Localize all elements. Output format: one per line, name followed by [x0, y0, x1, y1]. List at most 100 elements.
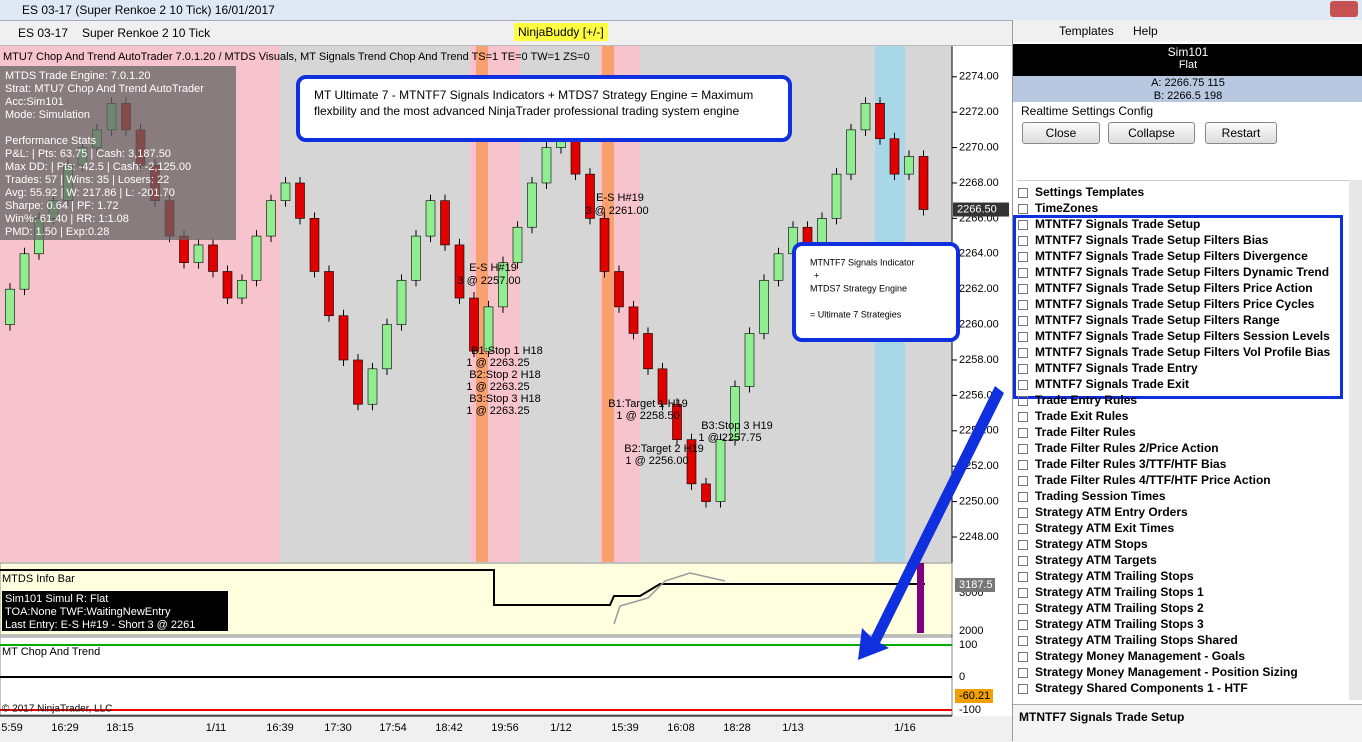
trade-label: E-S H#19: [596, 192, 644, 204]
tree-item[interactable]: MTNTF7 Signals Trade Setup Filters Range: [1035, 313, 1280, 327]
chart: MTU7 Chop And Trend AutoTrader 7.0.1.20 …: [0, 46, 1012, 734]
renko-brick: [541, 147, 552, 184]
callout-side: [792, 242, 960, 342]
button[interactable]: Restart: [1205, 122, 1277, 144]
renko-brick: [759, 280, 769, 334]
time-label: 18:28: [723, 722, 751, 734]
property-toolbar: [1017, 158, 1359, 181]
tree-item[interactable]: MTNTF7 Signals Trade Setup Filters Price…: [1035, 281, 1313, 295]
expander: [1018, 428, 1028, 438]
tree-item[interactable]: MTNTF7 Signals Trade Setup Filters Sessi…: [1035, 329, 1330, 343]
menu-item[interactable]: Help: [1133, 24, 1158, 38]
expander: [1018, 396, 1028, 406]
tree-item[interactable]: Strategy ATM Exit Times: [1035, 521, 1175, 535]
stats-line: PMD: 1.50 | Exp:0.28: [5, 226, 109, 238]
expander: [1018, 188, 1028, 198]
tree-item[interactable]: MTNTF7 Signals Trade Setup Filters Vol P…: [1035, 345, 1331, 359]
expander: [1018, 252, 1028, 262]
tree-item[interactable]: Trade Exit Rules: [1035, 409, 1129, 423]
expander: [1018, 332, 1028, 342]
tree-item[interactable]: Strategy ATM Trailing Stops Shared: [1035, 633, 1238, 647]
footer-bar: [1013, 704, 1362, 742]
renko-brick: [425, 200, 436, 237]
tree-item[interactable]: Strategy ATM Stops: [1035, 537, 1148, 551]
expander: [1018, 636, 1028, 646]
expander: [1018, 588, 1028, 598]
expander: [1018, 668, 1028, 678]
bid: B: 2266.5 198: [1153, 90, 1223, 102]
signal-band: [476, 46, 488, 562]
menu-item[interactable]: Templates: [1059, 24, 1114, 38]
renko-brick: [454, 244, 465, 299]
account-header: [1013, 44, 1362, 76]
equity-line-alt: [613, 572, 726, 625]
tree-item[interactable]: Trade Filter Rules 4/TTF/HTF Price Actio…: [1035, 473, 1271, 487]
stats-line: Performance Stats: [5, 135, 97, 147]
tree-item[interactable]: MTNTF7 Signals Trade Entry: [1035, 361, 1198, 375]
account-name: Sim101: [1167, 45, 1209, 59]
renko-brick: [875, 103, 885, 140]
last-price-box: [953, 202, 1009, 217]
equity-bar: [917, 563, 924, 633]
tree-item[interactable]: Strategy Money Management - Position Siz…: [1035, 665, 1298, 679]
expander: [1018, 460, 1028, 470]
time-label: 18:42: [435, 722, 463, 734]
expander: [1018, 604, 1028, 614]
instrument-select[interactable]: ES 03-17: [18, 26, 69, 40]
tree-item[interactable]: MTNTF7 Signals Trade Setup Filters Bias: [1035, 233, 1269, 247]
tree-item[interactable]: Strategy Money Management - Goals: [1035, 649, 1246, 663]
tree-item[interactable]: Trade Filter Rules: [1035, 425, 1136, 439]
tree-item[interactable]: Trade Filter Rules 2/Price Action: [1035, 441, 1219, 455]
callout-text: = Ultimate 7 Strategies: [810, 309, 902, 319]
close-button[interactable]: [1330, 1, 1358, 17]
tree-item[interactable]: TimeZones: [1035, 201, 1099, 215]
tree-item[interactable]: MTNTF7 Signals Trade Setup Filters Dynam…: [1035, 265, 1330, 279]
period-select[interactable]: Super Renkoe 2 10 Tick: [82, 26, 211, 40]
callout-text: flexbility and the most advanced NinjaTr…: [314, 104, 739, 118]
trade-label: 1 @ 2257.75: [698, 432, 761, 444]
tree-item[interactable]: Strategy Shared Components 1 - HTF: [1035, 681, 1248, 695]
time-label: 1/13: [782, 722, 803, 734]
scrollbar: [1349, 180, 1362, 700]
renko-brick: [382, 324, 392, 370]
tree-item[interactable]: Strategy ATM Trailing Stops 3: [1035, 617, 1204, 631]
tree-item[interactable]: MTNTF7 Signals Trade Setup Filters Price…: [1035, 297, 1315, 311]
tree-item[interactable]: Strategy ATM Trailing Stops 2: [1035, 601, 1204, 615]
tree-item[interactable]: MTNTF7 Signals Trade Exit: [1035, 377, 1190, 391]
tree-item[interactable]: Settings Templates: [1035, 185, 1145, 199]
price-tick-label: 2274.00: [959, 71, 999, 83]
button[interactable]: Close: [1022, 122, 1100, 144]
stats-line: P&L: | Pts: 63.75 | Cash: 3,187.50: [5, 148, 171, 160]
time-label: 1/16: [894, 722, 915, 734]
expander: [1018, 284, 1028, 294]
highlight-box: [1013, 215, 1343, 399]
tree-item[interactable]: Trading Session Times: [1035, 489, 1166, 503]
price-tick-label: 2256.00: [959, 389, 999, 401]
button[interactable]: Collapse: [1108, 122, 1195, 144]
trade-label: E-S H#19: [469, 262, 517, 274]
renko-brick: [527, 182, 537, 228]
ask: A: 2266.75 115: [1151, 77, 1225, 89]
time-label: 16:29: [51, 722, 79, 734]
ninjabuddy-button[interactable]: NinjaBuddy [+/-]: [514, 23, 608, 41]
price-tick-label: 2272.00: [959, 106, 999, 118]
tree-item[interactable]: Strategy ATM Targets: [1035, 553, 1157, 567]
renko-brick: [889, 138, 900, 175]
trade-label: B2:Target 2 H19: [624, 443, 704, 455]
expander: [1018, 412, 1028, 422]
tree-item[interactable]: Trade Filter Rules 3/TTF/HTF Bias: [1035, 457, 1227, 471]
tree-item[interactable]: Strategy ATM Entry Orders: [1035, 505, 1188, 519]
price-tick-label: 2258.00: [959, 354, 999, 366]
renko-brick: [353, 359, 363, 405]
tree-item[interactable]: Strategy ATM Trailing Stops: [1035, 569, 1194, 583]
trade-label: B1:Stop 1 H18: [471, 345, 543, 357]
tree-item[interactable]: Strategy ATM Trailing Stops 1: [1035, 585, 1204, 599]
window-title: ES 03-17 (Super Renkoe 2 10 Tick) 16/01/…: [22, 3, 275, 17]
stats-box: [0, 66, 236, 240]
tree-item[interactable]: Trade Entry Rules: [1035, 393, 1138, 407]
tree-item[interactable]: MTNTF7 Signals Trade Setup: [1035, 217, 1201, 231]
price-tick-label: 2262.00: [959, 283, 999, 295]
price-axis-bg: [952, 46, 1012, 716]
tree-item[interactable]: MTNTF7 Signals Trade Setup Filters Diver…: [1035, 249, 1308, 263]
